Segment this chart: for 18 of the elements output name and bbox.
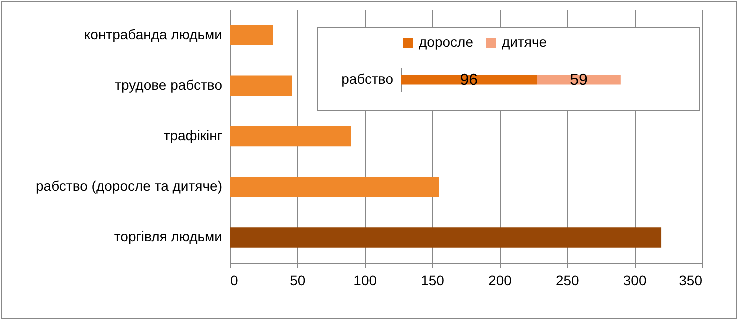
data-label: 59 (570, 72, 588, 89)
y-tick-label: рабство (доросле та дитяче) (36, 178, 222, 194)
x-tick-label: 300 (623, 272, 647, 288)
x-tick-label: 350 (679, 272, 703, 288)
legend-label: дитяче (502, 34, 548, 50)
data-label: 96 (460, 72, 478, 89)
x-tick-label: 0 (230, 272, 238, 288)
x-tick-label: 200 (488, 272, 512, 288)
y-tick-label: торгівля людьми (114, 228, 222, 245)
x-tick-label: 50 (290, 272, 306, 288)
y-tick-label: трафікінг (164, 128, 222, 144)
y-tick-label: контрабанда людьми (84, 26, 222, 42)
x-tick-label: 250 (556, 272, 580, 288)
x-tick-label: 100 (354, 272, 378, 288)
y-tick-label: рабство (342, 71, 394, 87)
y-tick-label: трудове рабство (115, 76, 223, 93)
x-tick-label: 150 (421, 272, 445, 288)
legend-label: доросле (419, 34, 474, 50)
